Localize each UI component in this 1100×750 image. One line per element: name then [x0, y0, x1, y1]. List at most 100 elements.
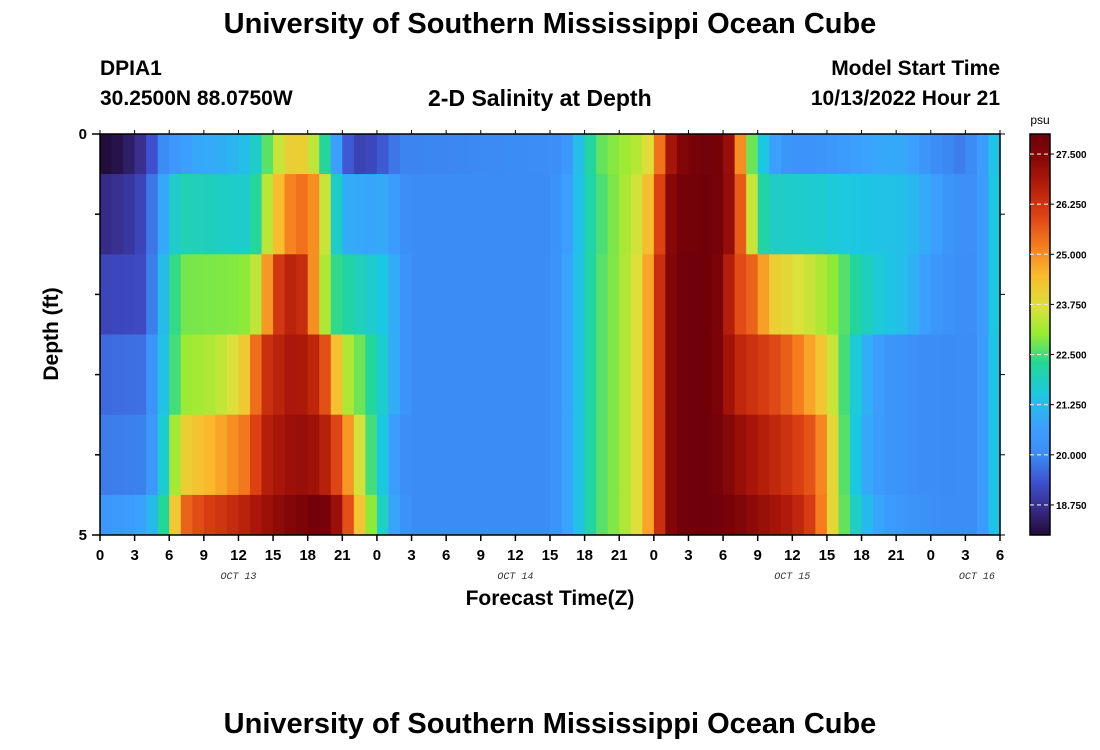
- heatmap-cell: [815, 414, 828, 496]
- heatmap-cell: [573, 134, 586, 175]
- heatmap-cell: [284, 414, 297, 496]
- heatmap-cell: [342, 414, 355, 496]
- x-tick-label: 3: [961, 547, 969, 564]
- heatmap-cell: [284, 334, 297, 416]
- heatmap-cell: [953, 254, 966, 335]
- heatmap-cell: [803, 414, 816, 496]
- y-axis-label: Depth (ft): [40, 287, 63, 380]
- heatmap-cell: [850, 254, 863, 335]
- heatmap-cell: [838, 134, 851, 175]
- heatmap-cell: [134, 494, 147, 536]
- heatmap-cell: [861, 414, 874, 496]
- heatmap-cell: [780, 134, 793, 175]
- x-tick-label: 12: [230, 547, 247, 564]
- heatmap-cell: [746, 134, 759, 175]
- colorbar-tick-label: 25.000: [1056, 250, 1087, 261]
- heatmap-cell: [388, 334, 401, 416]
- heatmap-cell: [284, 494, 297, 536]
- heatmap-cell: [480, 134, 493, 175]
- heatmap-cell: [192, 254, 205, 335]
- heatmap-cell: [400, 334, 413, 416]
- heatmap-cell: [457, 254, 470, 335]
- heatmap-cell: [215, 134, 228, 175]
- colorbar-unit: psu: [1030, 113, 1049, 127]
- heatmap-cell: [769, 494, 782, 536]
- heatmap-cell: [780, 334, 793, 416]
- heatmap-cell: [723, 254, 736, 335]
- heatmap-cell: [515, 414, 528, 496]
- heatmap-cell: [123, 414, 136, 496]
- heatmap-cell: [492, 494, 505, 536]
- heatmap-cell: [561, 414, 574, 496]
- heatmap-cell: [965, 414, 978, 496]
- axes: 0 3 6 9 12 15 18 21 0 3 6 9 12 15 18 21 0 3 6 9 12 15 18 21 0 3 6O…: [79, 126, 1005, 583]
- heatmap-cell: [619, 134, 632, 175]
- heatmap-cell: [376, 134, 390, 175]
- model-start-label: Model Start Time: [831, 57, 1000, 80]
- heatmap-cell: [988, 334, 1001, 416]
- heatmap-cell: [826, 414, 840, 496]
- heatmap-cell: [100, 494, 113, 536]
- heatmap-cell: [365, 334, 378, 416]
- heatmap-cell: [388, 134, 401, 175]
- heatmap-cell: [953, 174, 966, 255]
- heatmap-cell: [538, 134, 551, 175]
- heatmap-cell: [665, 134, 678, 175]
- heatmap-cell: [238, 134, 251, 175]
- heatmap-cell: [815, 334, 828, 416]
- heatmap-cell: [596, 174, 609, 255]
- heatmap-cell: [965, 334, 978, 416]
- heatmap-cell: [630, 174, 643, 255]
- heatmap-cell: [700, 334, 713, 416]
- heatmap-cell: [434, 414, 447, 496]
- heatmap-cell: [596, 334, 609, 416]
- x-tick-label: 9: [200, 547, 208, 564]
- heatmap-cell: [446, 494, 459, 536]
- heatmap-cell: [607, 414, 620, 496]
- heatmap-cell: [965, 174, 978, 255]
- heatmap-cell: [365, 494, 378, 536]
- heatmap-cell: [319, 174, 332, 255]
- heatmap-cell: [619, 254, 632, 335]
- heatmap-cell: [792, 334, 805, 416]
- heatmap-cell: [469, 174, 482, 255]
- heatmap-cell: [711, 174, 724, 255]
- heatmap-cell: [688, 494, 701, 536]
- heatmap-cell: [676, 254, 690, 335]
- heatmap-cell: [157, 414, 170, 496]
- heatmap-cell: [826, 254, 840, 335]
- heatmap-cell: [469, 414, 482, 496]
- x-tick-label: 3: [130, 547, 138, 564]
- heatmap-cell: [976, 494, 990, 536]
- heatmap-cell: [734, 494, 747, 536]
- heatmap-cell: [676, 134, 690, 175]
- heatmap-cell: [515, 494, 528, 536]
- heatmap-cell: [873, 414, 886, 496]
- heatmap-cell: [469, 494, 482, 536]
- heatmap-cell: [538, 494, 551, 536]
- heatmap-cell: [400, 174, 413, 255]
- heatmap-cell: [100, 254, 113, 335]
- heatmap-cell: [226, 494, 240, 536]
- heatmap-cell: [192, 494, 205, 536]
- heatmap-cell: [423, 494, 436, 536]
- heatmap-cell: [192, 334, 205, 416]
- heatmap-cell: [515, 174, 528, 255]
- heatmap-cell: [907, 334, 920, 416]
- heatmap-cell: [215, 494, 228, 536]
- heatmap-cell: [376, 174, 390, 255]
- heatmap-cell: [757, 254, 770, 335]
- heatmap-cell: [411, 134, 424, 175]
- heatmap-cell: [411, 334, 424, 416]
- heatmap-cell: [261, 254, 274, 335]
- colorbar-tick-label: 20.000: [1056, 451, 1087, 462]
- heatmap-cell: [457, 174, 470, 255]
- heatmap-cell: [907, 134, 920, 175]
- heatmap-cell: [319, 494, 332, 536]
- heatmap-cell: [734, 254, 747, 335]
- heatmap-cell: [388, 494, 401, 536]
- heatmap-cell: [826, 174, 840, 255]
- x-tick-label: 9: [754, 547, 762, 564]
- heatmap-cell: [503, 334, 516, 416]
- heatmap-cell: [861, 494, 874, 536]
